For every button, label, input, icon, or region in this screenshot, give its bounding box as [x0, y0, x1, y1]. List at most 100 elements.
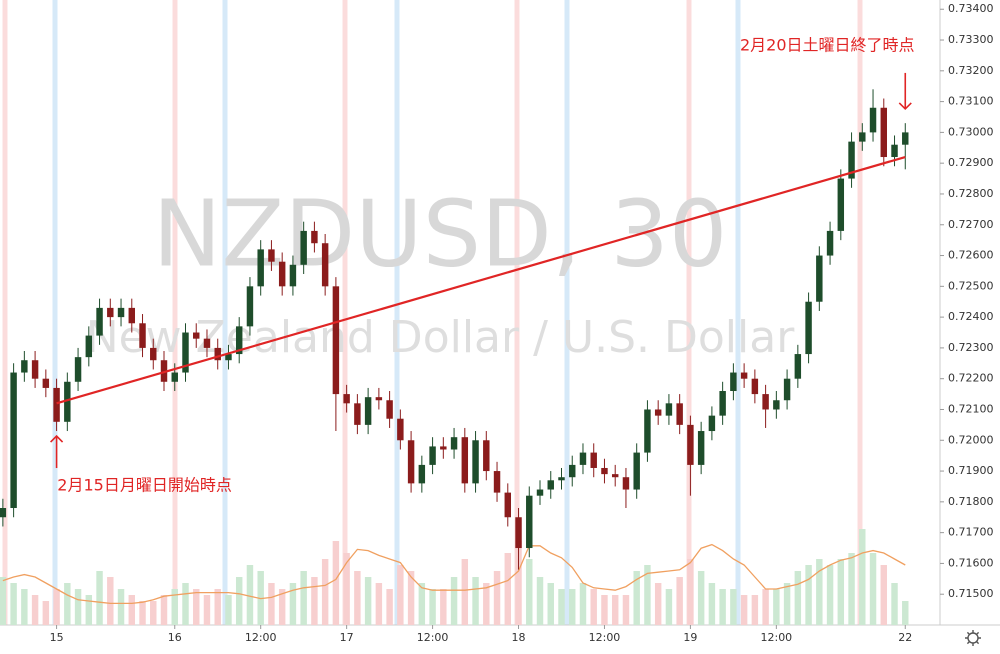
y-tick-label: 0.71700: [948, 526, 994, 539]
candle-body: [96, 307, 103, 336]
volume-bar: [235, 577, 243, 625]
volume-bar: [740, 595, 748, 625]
candle-body: [783, 378, 791, 401]
y-tick-label: 0.72700: [948, 218, 994, 231]
volume-bar: [611, 595, 619, 625]
volume-bar: [773, 589, 780, 625]
candle-body: [794, 354, 802, 379]
volume-bar: [504, 553, 512, 625]
session-close-band: [2, 0, 8, 625]
volume-bar: [633, 571, 640, 625]
candle-body: [107, 307, 114, 318]
volume-bar: [891, 583, 898, 625]
candle-body: [687, 424, 694, 465]
candle-body: [601, 467, 608, 475]
volume-bar: [644, 565, 651, 625]
y-tick-label: 0.73300: [948, 33, 994, 46]
candle-body: [268, 249, 275, 262]
volume-bar: [160, 595, 168, 625]
volume-bar: [493, 571, 501, 625]
volume-bar: [128, 595, 136, 625]
volume-bar: [440, 589, 447, 625]
y-tick-label: 0.72800: [948, 187, 994, 200]
y-tick-label: 0.72900: [948, 156, 994, 169]
candle-body: [354, 403, 361, 425]
x-tick-label: 17: [340, 631, 354, 644]
session-open-band: [564, 0, 570, 625]
settings-icon[interactable]: [965, 630, 981, 646]
candle-body: [472, 440, 479, 484]
volume-bar: [569, 589, 576, 625]
session-close-band: [857, 0, 863, 625]
candle-body: [171, 372, 178, 382]
volume-bar: [214, 589, 221, 625]
y-tick-label: 0.73400: [948, 2, 994, 15]
candle-body: [311, 230, 318, 244]
volume-bar: [418, 583, 426, 625]
candle-body: [461, 437, 469, 484]
session-open-band: [394, 0, 400, 625]
candle-body: [246, 286, 254, 327]
x-tick-label: 18: [512, 631, 526, 644]
candle-body: [493, 471, 501, 493]
volume-bar: [697, 571, 705, 625]
volume-bar: [321, 559, 329, 625]
candle-body: [440, 446, 447, 450]
candle-body: [85, 335, 93, 358]
candle-body: [859, 132, 866, 142]
volume-bar: [74, 589, 82, 625]
candle-body: [343, 394, 350, 404]
candle-body: [386, 400, 393, 419]
candle-body: [375, 397, 383, 401]
candle-body: [504, 492, 512, 518]
candle-body: [139, 323, 146, 348]
candle-body: [10, 372, 17, 509]
volume-bar: [687, 559, 694, 625]
candle-body: [203, 338, 211, 348]
volume-bar: [332, 541, 340, 625]
candle-body: [150, 347, 157, 361]
candle-body: [611, 474, 619, 478]
candle-body: [740, 372, 748, 379]
volume-bar: [902, 601, 909, 625]
candle-body: [622, 477, 630, 490]
candle-body: [332, 286, 340, 395]
candle-body: [730, 372, 737, 392]
candle-body: [407, 440, 415, 484]
candle-body: [590, 452, 597, 468]
candle-body: [53, 387, 60, 422]
volume-bar: [53, 589, 60, 625]
volume-bar: [859, 529, 866, 625]
volume-bar: [579, 583, 587, 625]
y-tick-label: 0.72600: [948, 249, 994, 262]
candle-body: [74, 357, 82, 382]
candle-body: [117, 307, 125, 318]
volume-bar: [654, 583, 662, 625]
candle-body: [869, 107, 877, 133]
volume-bar: [590, 589, 597, 625]
candle-body: [483, 440, 490, 472]
y-tick-label: 0.72500: [948, 279, 994, 292]
candle-body: [289, 264, 297, 287]
volume-bar: [472, 577, 479, 625]
settings-gear-teeth[interactable]: [965, 630, 981, 646]
candle-body: [31, 360, 39, 379]
volume-bar: [869, 553, 877, 625]
volume-bar: [880, 565, 888, 625]
volume-bar: [42, 601, 50, 625]
volume-bar: [719, 589, 726, 625]
volume-bar: [343, 553, 350, 625]
volume-bar: [171, 589, 178, 625]
candle-body: [762, 394, 769, 410]
candle-body: [708, 415, 716, 432]
candle-body: [42, 378, 50, 388]
volume-bar: [21, 589, 28, 625]
candle-body: [665, 403, 673, 416]
x-tick-label: 12:00: [589, 631, 621, 644]
candle-body: [450, 437, 458, 450]
session-open-band: [735, 0, 741, 625]
volume-bar: [278, 589, 286, 625]
session-close-band: [686, 0, 692, 625]
candle-body: [676, 403, 683, 425]
